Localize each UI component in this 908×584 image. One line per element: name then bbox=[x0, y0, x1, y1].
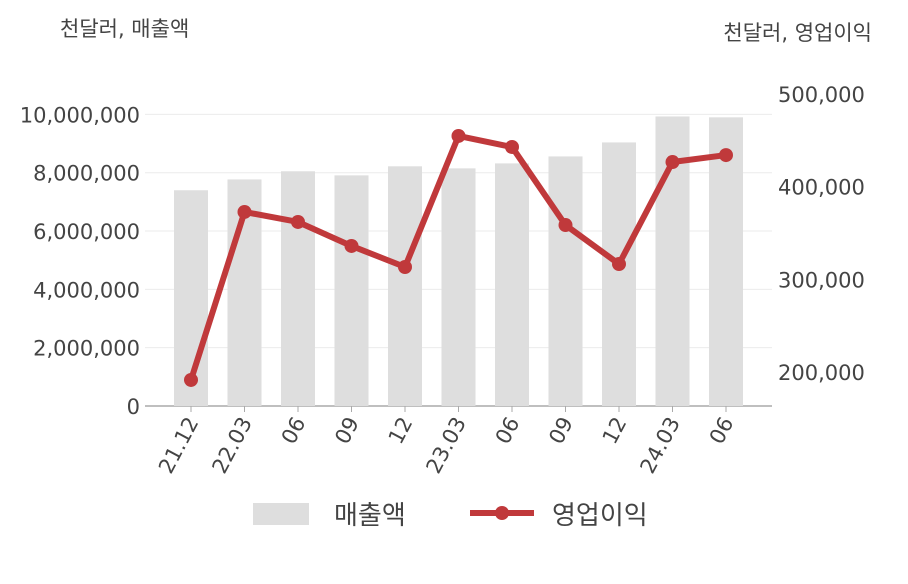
bar bbox=[548, 156, 583, 406]
line-point bbox=[451, 128, 466, 143]
x-tick-label: 22.03 bbox=[207, 413, 256, 477]
bar bbox=[602, 142, 636, 406]
y-tick-label: 2,000,000 bbox=[33, 337, 140, 361]
y-tick-label: 8,000,000 bbox=[33, 162, 140, 186]
y2-tick-label: 500,000 bbox=[778, 83, 865, 107]
bar bbox=[495, 163, 529, 406]
legend-label: 매출액 bbox=[334, 501, 406, 531]
legend-swatch bbox=[253, 503, 309, 525]
line-point bbox=[291, 214, 305, 229]
x-tick-label: 06 bbox=[277, 413, 311, 448]
bar bbox=[441, 168, 476, 406]
line-point bbox=[398, 260, 412, 275]
y2-tick-label: 400,000 bbox=[778, 176, 865, 200]
line-point bbox=[719, 148, 733, 163]
y-tick-label: 4,000,000 bbox=[33, 278, 140, 302]
y-tick-label: 10,000,000 bbox=[20, 103, 140, 127]
bar bbox=[174, 190, 208, 406]
line-point bbox=[558, 218, 573, 233]
y-tick-label: 0 bbox=[127, 395, 140, 419]
bar bbox=[709, 117, 743, 407]
legend-label: 영업이익 bbox=[552, 501, 648, 531]
y2-tick-label: 300,000 bbox=[778, 268, 865, 292]
line-point bbox=[612, 257, 626, 272]
x-tick-label: 09 bbox=[544, 413, 578, 448]
bar bbox=[388, 166, 422, 406]
y2-axis-title: 천달러, 영업이익 bbox=[723, 21, 872, 45]
x-tick-label: 06 bbox=[491, 413, 525, 448]
line-point bbox=[505, 140, 519, 155]
x-tick-label: 23.03 bbox=[421, 413, 470, 477]
x-tick-label: 21.12 bbox=[154, 413, 203, 477]
line-point bbox=[344, 238, 359, 253]
y-axis-title: 천달러, 매출액 bbox=[60, 17, 189, 41]
x-tick-label: 12 bbox=[598, 413, 632, 448]
x-tick-label: 12 bbox=[384, 413, 418, 448]
line-point bbox=[184, 372, 198, 387]
line-point bbox=[665, 155, 680, 170]
y-tick-label: 6,000,000 bbox=[33, 220, 140, 244]
bar bbox=[281, 171, 315, 406]
line-point bbox=[237, 204, 252, 219]
legend-swatch bbox=[495, 506, 509, 520]
x-tick-label: 06 bbox=[705, 413, 739, 448]
bar bbox=[334, 175, 369, 406]
x-tick-label: 09 bbox=[330, 413, 364, 448]
x-tick-label: 24.03 bbox=[635, 413, 684, 477]
y2-tick-label: 200,000 bbox=[778, 361, 865, 385]
